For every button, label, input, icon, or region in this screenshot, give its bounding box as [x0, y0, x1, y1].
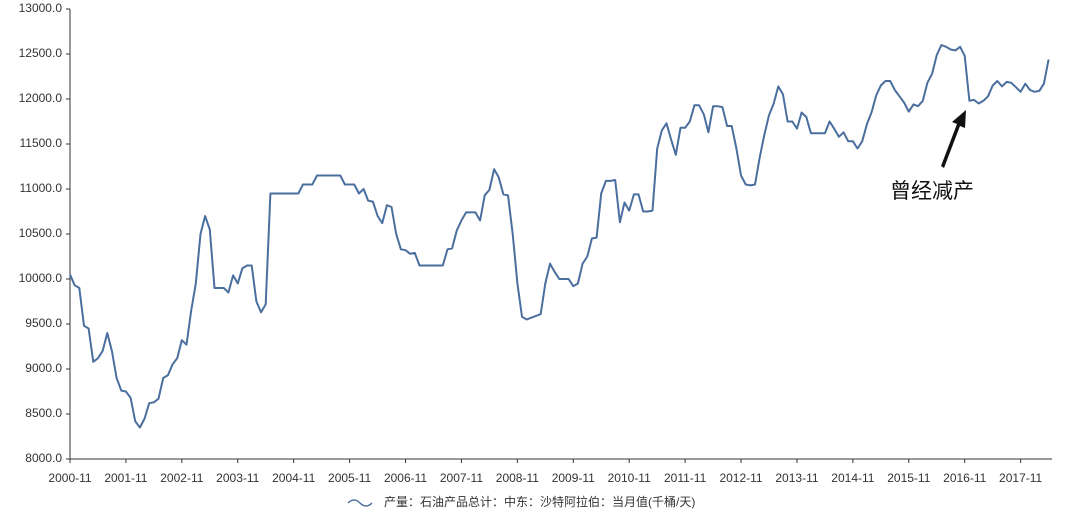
y-tick-label: 13000.0: [19, 1, 63, 15]
x-tick-label: 2000-11: [48, 471, 91, 485]
legend-label: 产量：石油产品总计：中东：沙特阿拉伯：当月值(千桶/天): [384, 494, 695, 509]
annotation-arrow: [941, 110, 966, 168]
y-tick-label: 12500.0: [19, 46, 63, 60]
line-series: [69, 44, 1050, 429]
x-tick-label: 2006-11: [384, 471, 427, 485]
y-tick-label: 11000.0: [20, 181, 63, 195]
x-tick-label: 2007-11: [440, 471, 483, 485]
x-tick-label: 2010-11: [608, 471, 651, 485]
x-tick-label: 2005-11: [328, 471, 371, 485]
x-tick-label: 2016-11: [943, 471, 986, 485]
x-tick-label: 2014-11: [831, 471, 874, 485]
y-tick-label: 10500.0: [19, 226, 63, 240]
x-tick-label: 2001-11: [104, 471, 147, 485]
x-tick-label: 2013-11: [775, 471, 818, 485]
x-tick-label: 2015-11: [887, 471, 930, 485]
legend-swatch: [347, 499, 373, 507]
x-tick-label: 2003-11: [216, 471, 259, 485]
y-tick-label: 12000.0: [19, 91, 63, 105]
annotation: 曾经减产: [890, 179, 974, 203]
y-tick-label: 10000.0: [19, 271, 63, 285]
x-tick-label: 2002-11: [160, 471, 203, 485]
x-tick-label: 2008-11: [496, 471, 539, 485]
y-tick-label: 9000.0: [25, 361, 62, 375]
y-tick-label: 8000.0: [25, 451, 62, 465]
y-tick-label: 9500.0: [25, 316, 62, 330]
y-tick-label: 11500.0: [20, 136, 63, 150]
x-tick-label: 2017-11: [999, 471, 1042, 485]
x-tick-label: 2004-11: [272, 471, 315, 485]
x-tick-label: 2012-11: [719, 471, 762, 485]
y-tick-label: 8500.0: [25, 406, 62, 420]
x-tick-label: 2011-11: [664, 471, 707, 485]
x-tick-label: 2009-11: [552, 471, 595, 485]
